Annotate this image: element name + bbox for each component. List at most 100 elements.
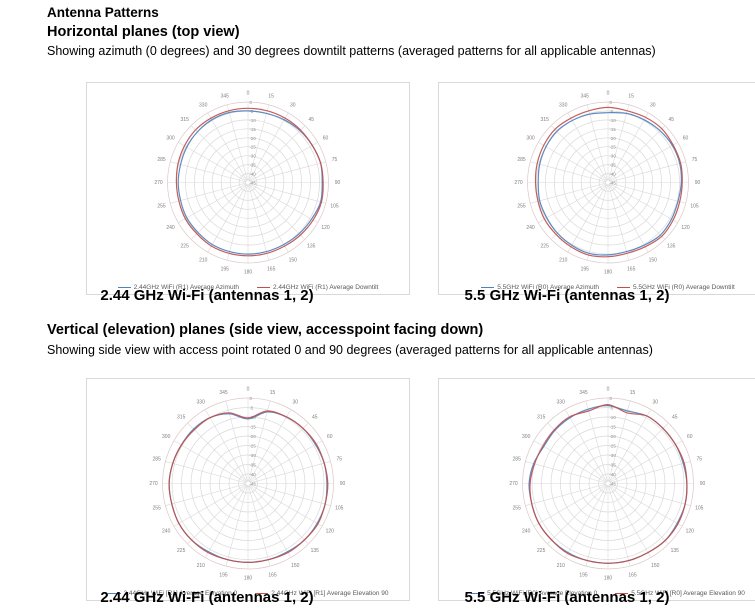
angle-tick-label: 255 xyxy=(157,203,166,209)
angle-tick-label: 180 xyxy=(604,270,613,276)
radial-tick-label: -10 xyxy=(610,415,617,420)
angle-tick-label: 330 xyxy=(199,103,208,109)
angle-tick-label: 240 xyxy=(526,225,535,231)
legend-item: 2.44GHz WiFi (R1) Average Azimuth xyxy=(117,284,239,291)
angle-tick-label: 330 xyxy=(197,399,206,405)
angle-tick-label: 0 xyxy=(607,387,610,393)
angle-tick-label: 120 xyxy=(681,225,690,231)
angle-tick-label: 90 xyxy=(340,481,346,487)
chart-caption-2_44ghz-elevation: 2.44 GHz Wi-Fi (antennas 1, 2) xyxy=(100,589,314,606)
polar-chart-2_44ghz-horizontal: 0 15 30 45 60 75 90 105 120 135 150 165 180 195 210 225… xyxy=(86,82,410,295)
angle-tick-label: 210 xyxy=(197,563,206,569)
angle-tick-label: 90 xyxy=(700,481,706,487)
angle-tick-label: 300 xyxy=(526,135,535,141)
angle-tick-label: 255 xyxy=(153,506,162,512)
angle-tick-label: 135 xyxy=(667,243,676,249)
radial-tick-label: -30 xyxy=(250,154,257,159)
polar-chart-5_5ghz-horizontal: 0 15 30 45 60 75 90 105 120 135 150 165 180 195 210 225… xyxy=(438,82,755,295)
angle-tick-label: 315 xyxy=(177,414,186,420)
angle-tick-label: 345 xyxy=(219,390,228,396)
legend-label: 5.5GHz WiFi [R0] Average Elevation 0 xyxy=(487,590,598,597)
angle-tick-label: 60 xyxy=(323,135,329,141)
angle-tick-label: 255 xyxy=(517,203,526,209)
angle-tick-label: 225 xyxy=(177,548,186,554)
angle-tick-label: 225 xyxy=(541,243,550,249)
angle-tick-label: 315 xyxy=(181,117,190,123)
radial-tick-label: -10 xyxy=(610,118,617,123)
page-title: Antenna Patterns xyxy=(47,5,159,20)
angle-tick-label: 240 xyxy=(166,225,175,231)
chart-legend: 2.44GHz WiFi [R1] Average Elevation 0 2.4… xyxy=(87,590,409,597)
radial-tick-label: -5 xyxy=(610,109,614,114)
polar-grid: 0 15 30 45 60 75 90 105 120 135 150 165 180 195 210 225… xyxy=(149,387,346,582)
radial-tick-label: -15 xyxy=(610,127,617,132)
radial-tick-label: -45 xyxy=(610,181,617,186)
angle-tick-label: 135 xyxy=(311,548,320,554)
angle-tick-label: 75 xyxy=(692,157,698,163)
radial-tick-label: -30 xyxy=(610,154,617,159)
legend-line-swatch xyxy=(471,593,485,594)
radial-tick-label: -20 xyxy=(250,136,257,141)
angle-tick-label: 120 xyxy=(326,528,335,534)
polar-grid: 0 15 30 45 60 75 90 105 120 135 150 165 180 195 210 225… xyxy=(154,91,340,276)
radial-tick-label: -30 xyxy=(250,453,257,458)
angle-tick-label: 15 xyxy=(628,94,634,100)
angle-tick-label: 45 xyxy=(669,117,675,123)
angle-tick-label: 210 xyxy=(557,563,566,569)
angle-tick-label: 165 xyxy=(627,267,636,273)
radial-tick-label: -15 xyxy=(250,425,257,430)
angle-tick-label: 240 xyxy=(162,528,171,534)
chart-caption-5_5ghz-elevation: 5.5 GHz Wi-Fi (antennas 1, 2) xyxy=(464,589,670,606)
legend-line-swatch xyxy=(255,593,269,594)
angle-tick-label: 0 xyxy=(247,387,250,393)
angle-tick-label: 150 xyxy=(289,258,298,264)
radial-tick-label: -45 xyxy=(250,482,257,487)
angle-tick-label: 345 xyxy=(221,94,230,100)
radial-tick-label: -20 xyxy=(610,136,617,141)
angle-tick-label: 105 xyxy=(335,506,344,512)
angle-tick-label: 195 xyxy=(221,267,230,273)
radial-tick-label: 0 xyxy=(610,100,613,105)
angle-tick-label: 225 xyxy=(181,243,190,249)
legend-line-swatch xyxy=(107,593,121,594)
angle-tick-label: 300 xyxy=(166,135,175,141)
radial-tick-label: -15 xyxy=(610,425,617,430)
angle-tick-label: 225 xyxy=(537,548,546,554)
series-trace xyxy=(537,111,682,256)
angle-tick-label: 60 xyxy=(327,434,333,440)
angle-tick-label: 270 xyxy=(509,481,518,487)
radial-tick-label: -25 xyxy=(610,145,617,150)
radial-tick-label: -5 xyxy=(250,406,254,411)
radial-tick-label: -15 xyxy=(250,127,257,132)
polar-grid: 0 15 30 45 60 75 90 105 120 135 150 165 180 195 210 225… xyxy=(514,91,700,276)
angle-tick-label: 150 xyxy=(649,258,658,264)
legend-label: 5.5GHz WiFi (R0) Average Downtilt xyxy=(633,284,735,291)
angle-tick-label: 30 xyxy=(290,103,296,109)
angle-tick-label: 300 xyxy=(522,434,531,440)
radial-tick-label: 0 xyxy=(250,396,253,401)
legend-label: 5.5GHz WiFi [R0] Average Elevation 90 xyxy=(631,590,745,597)
legend-item: 2.44GHz WiFi (R1) Average Downtilt xyxy=(257,284,378,291)
polar-chart-5_5ghz-elevation: 0 15 30 45 60 75 90 105 120 135 150 165 180 195 210 225… xyxy=(438,378,755,601)
angle-tick-label: 270 xyxy=(514,180,523,186)
radial-tick-label: -35 xyxy=(250,463,257,468)
angle-tick-label: 195 xyxy=(581,267,590,273)
radial-tick-label: -35 xyxy=(610,163,617,168)
angle-tick-label: 105 xyxy=(695,506,704,512)
radial-tick-label: -35 xyxy=(610,463,617,468)
radial-tick-label: -25 xyxy=(250,145,257,150)
legend-line-swatch xyxy=(615,593,629,594)
angle-tick-label: 255 xyxy=(513,506,522,512)
angle-tick-label: 210 xyxy=(559,258,568,264)
legend-item: 5.5GHz WiFi [R0] Average Elevation 0 xyxy=(471,590,597,597)
radial-tick-label: -40 xyxy=(250,172,257,177)
radial-tick-label: -35 xyxy=(250,163,257,168)
angle-tick-label: 270 xyxy=(149,481,158,487)
angle-tick-label: 30 xyxy=(653,399,659,405)
angle-tick-label: 180 xyxy=(244,270,253,276)
angle-tick-label: 330 xyxy=(557,399,566,405)
radial-tick-label: -20 xyxy=(610,434,617,439)
angle-tick-label: 285 xyxy=(153,457,162,463)
angle-tick-label: 45 xyxy=(672,414,678,420)
angle-tick-label: 120 xyxy=(321,225,330,231)
